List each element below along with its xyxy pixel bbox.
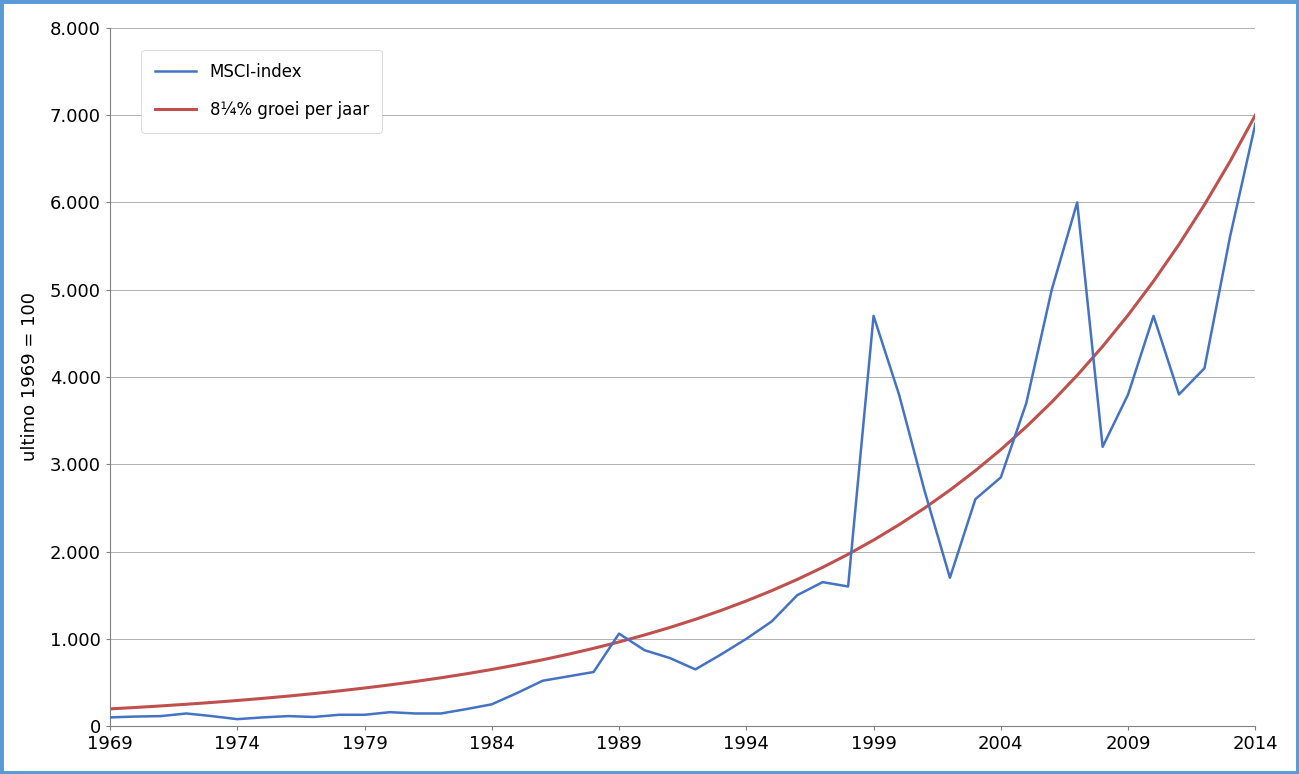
MSCI-index <box>305 712 321 721</box>
MSCI-index <box>790 591 805 600</box>
Line: MSCI-index: MSCI-index <box>110 124 1255 719</box>
8¼% groei per jaar <box>662 623 678 632</box>
MSCI-index <box>713 650 729 659</box>
MSCI-index <box>255 713 270 722</box>
8¼% groei per jaar <box>586 644 601 653</box>
8¼% groei per jaar <box>357 683 373 693</box>
MSCI-index <box>637 646 652 655</box>
MSCI-index <box>281 711 296 721</box>
8¼% groei per jaar <box>103 704 118 714</box>
MSCI-index <box>992 473 1008 482</box>
8¼% groei per jaar <box>1095 342 1111 351</box>
MSCI-index <box>153 711 169 721</box>
MSCI-index <box>204 711 220 721</box>
8¼% groei per jaar <box>865 536 881 545</box>
MSCI-index <box>459 704 474 714</box>
MSCI-index <box>178 709 194 718</box>
8¼% groei per jaar <box>204 698 220 707</box>
8¼% groei per jaar <box>382 680 397 690</box>
MSCI-index <box>509 688 525 697</box>
Legend: MSCI-index, 8¼% groei per jaar: MSCI-index, 8¼% groei per jaar <box>142 50 382 133</box>
MSCI-index <box>612 629 627 639</box>
8¼% groei per jaar <box>739 596 755 605</box>
MSCI-index <box>1146 311 1161 320</box>
8¼% groei per jaar <box>331 687 347 696</box>
MSCI-index <box>382 707 397 717</box>
8¼% groei per jaar <box>1120 310 1135 320</box>
8¼% groei per jaar <box>1018 422 1034 431</box>
MSCI-index <box>891 390 907 399</box>
MSCI-index <box>127 712 143 721</box>
MSCI-index <box>433 709 448 718</box>
8¼% groei per jaar <box>891 520 907 529</box>
MSCI-index <box>1196 364 1212 373</box>
MSCI-index <box>103 713 118 722</box>
MSCI-index <box>687 665 703 674</box>
8¼% groei per jaar <box>1247 111 1263 120</box>
MSCI-index <box>331 711 347 720</box>
MSCI-index <box>560 672 575 681</box>
8¼% groei per jaar <box>459 670 474 679</box>
8¼% groei per jaar <box>790 575 805 584</box>
8¼% groei per jaar <box>917 503 933 512</box>
8¼% groei per jaar <box>764 586 779 595</box>
8¼% groei per jaar <box>127 703 143 712</box>
MSCI-index <box>535 676 551 686</box>
MSCI-index <box>1247 119 1263 128</box>
8¼% groei per jaar <box>814 563 830 572</box>
8¼% groei per jaar <box>230 696 246 705</box>
MSCI-index <box>408 709 423 718</box>
8¼% groei per jaar <box>1146 276 1161 286</box>
8¼% groei per jaar <box>1172 240 1187 249</box>
Y-axis label: ultimo 1969 = 100: ultimo 1969 = 100 <box>21 293 39 461</box>
8¼% groei per jaar <box>255 694 270 703</box>
MSCI-index <box>485 700 500 709</box>
8¼% groei per jaar <box>408 676 423 686</box>
8¼% groei per jaar <box>637 630 652 639</box>
MSCI-index <box>917 486 933 495</box>
MSCI-index <box>1095 442 1111 451</box>
8¼% groei per jaar <box>612 637 627 646</box>
MSCI-index <box>1044 285 1060 294</box>
8¼% groei per jaar <box>535 655 551 664</box>
8¼% groei per jaar <box>509 660 525 670</box>
8¼% groei per jaar <box>1222 157 1238 166</box>
MSCI-index <box>1069 198 1085 207</box>
8¼% groei per jaar <box>485 665 500 674</box>
MSCI-index <box>814 577 830 587</box>
MSCI-index <box>662 653 678 663</box>
8¼% groei per jaar <box>840 550 856 559</box>
MSCI-index <box>968 495 983 504</box>
8¼% groei per jaar <box>1044 397 1060 406</box>
MSCI-index <box>357 711 373 720</box>
MSCI-index <box>1120 390 1135 399</box>
8¼% groei per jaar <box>305 689 321 698</box>
8¼% groei per jaar <box>281 691 296 700</box>
8¼% groei per jaar <box>178 700 194 709</box>
MSCI-index <box>230 714 246 724</box>
MSCI-index <box>840 582 856 591</box>
MSCI-index <box>1222 233 1238 242</box>
MSCI-index <box>1018 399 1034 408</box>
8¼% groei per jaar <box>942 485 957 495</box>
8¼% groei per jaar <box>1069 371 1085 380</box>
MSCI-index <box>865 311 881 320</box>
MSCI-index <box>764 617 779 626</box>
MSCI-index <box>942 573 957 582</box>
MSCI-index <box>586 667 601 676</box>
8¼% groei per jaar <box>968 466 983 475</box>
8¼% groei per jaar <box>687 615 703 624</box>
8¼% groei per jaar <box>992 445 1008 454</box>
Line: 8¼% groei per jaar: 8¼% groei per jaar <box>110 115 1255 709</box>
8¼% groei per jaar <box>713 606 729 615</box>
8¼% groei per jaar <box>153 701 169 711</box>
8¼% groei per jaar <box>560 649 575 659</box>
MSCI-index <box>739 634 755 643</box>
8¼% groei per jaar <box>1196 200 1212 209</box>
8¼% groei per jaar <box>433 673 448 683</box>
MSCI-index <box>1172 390 1187 399</box>
